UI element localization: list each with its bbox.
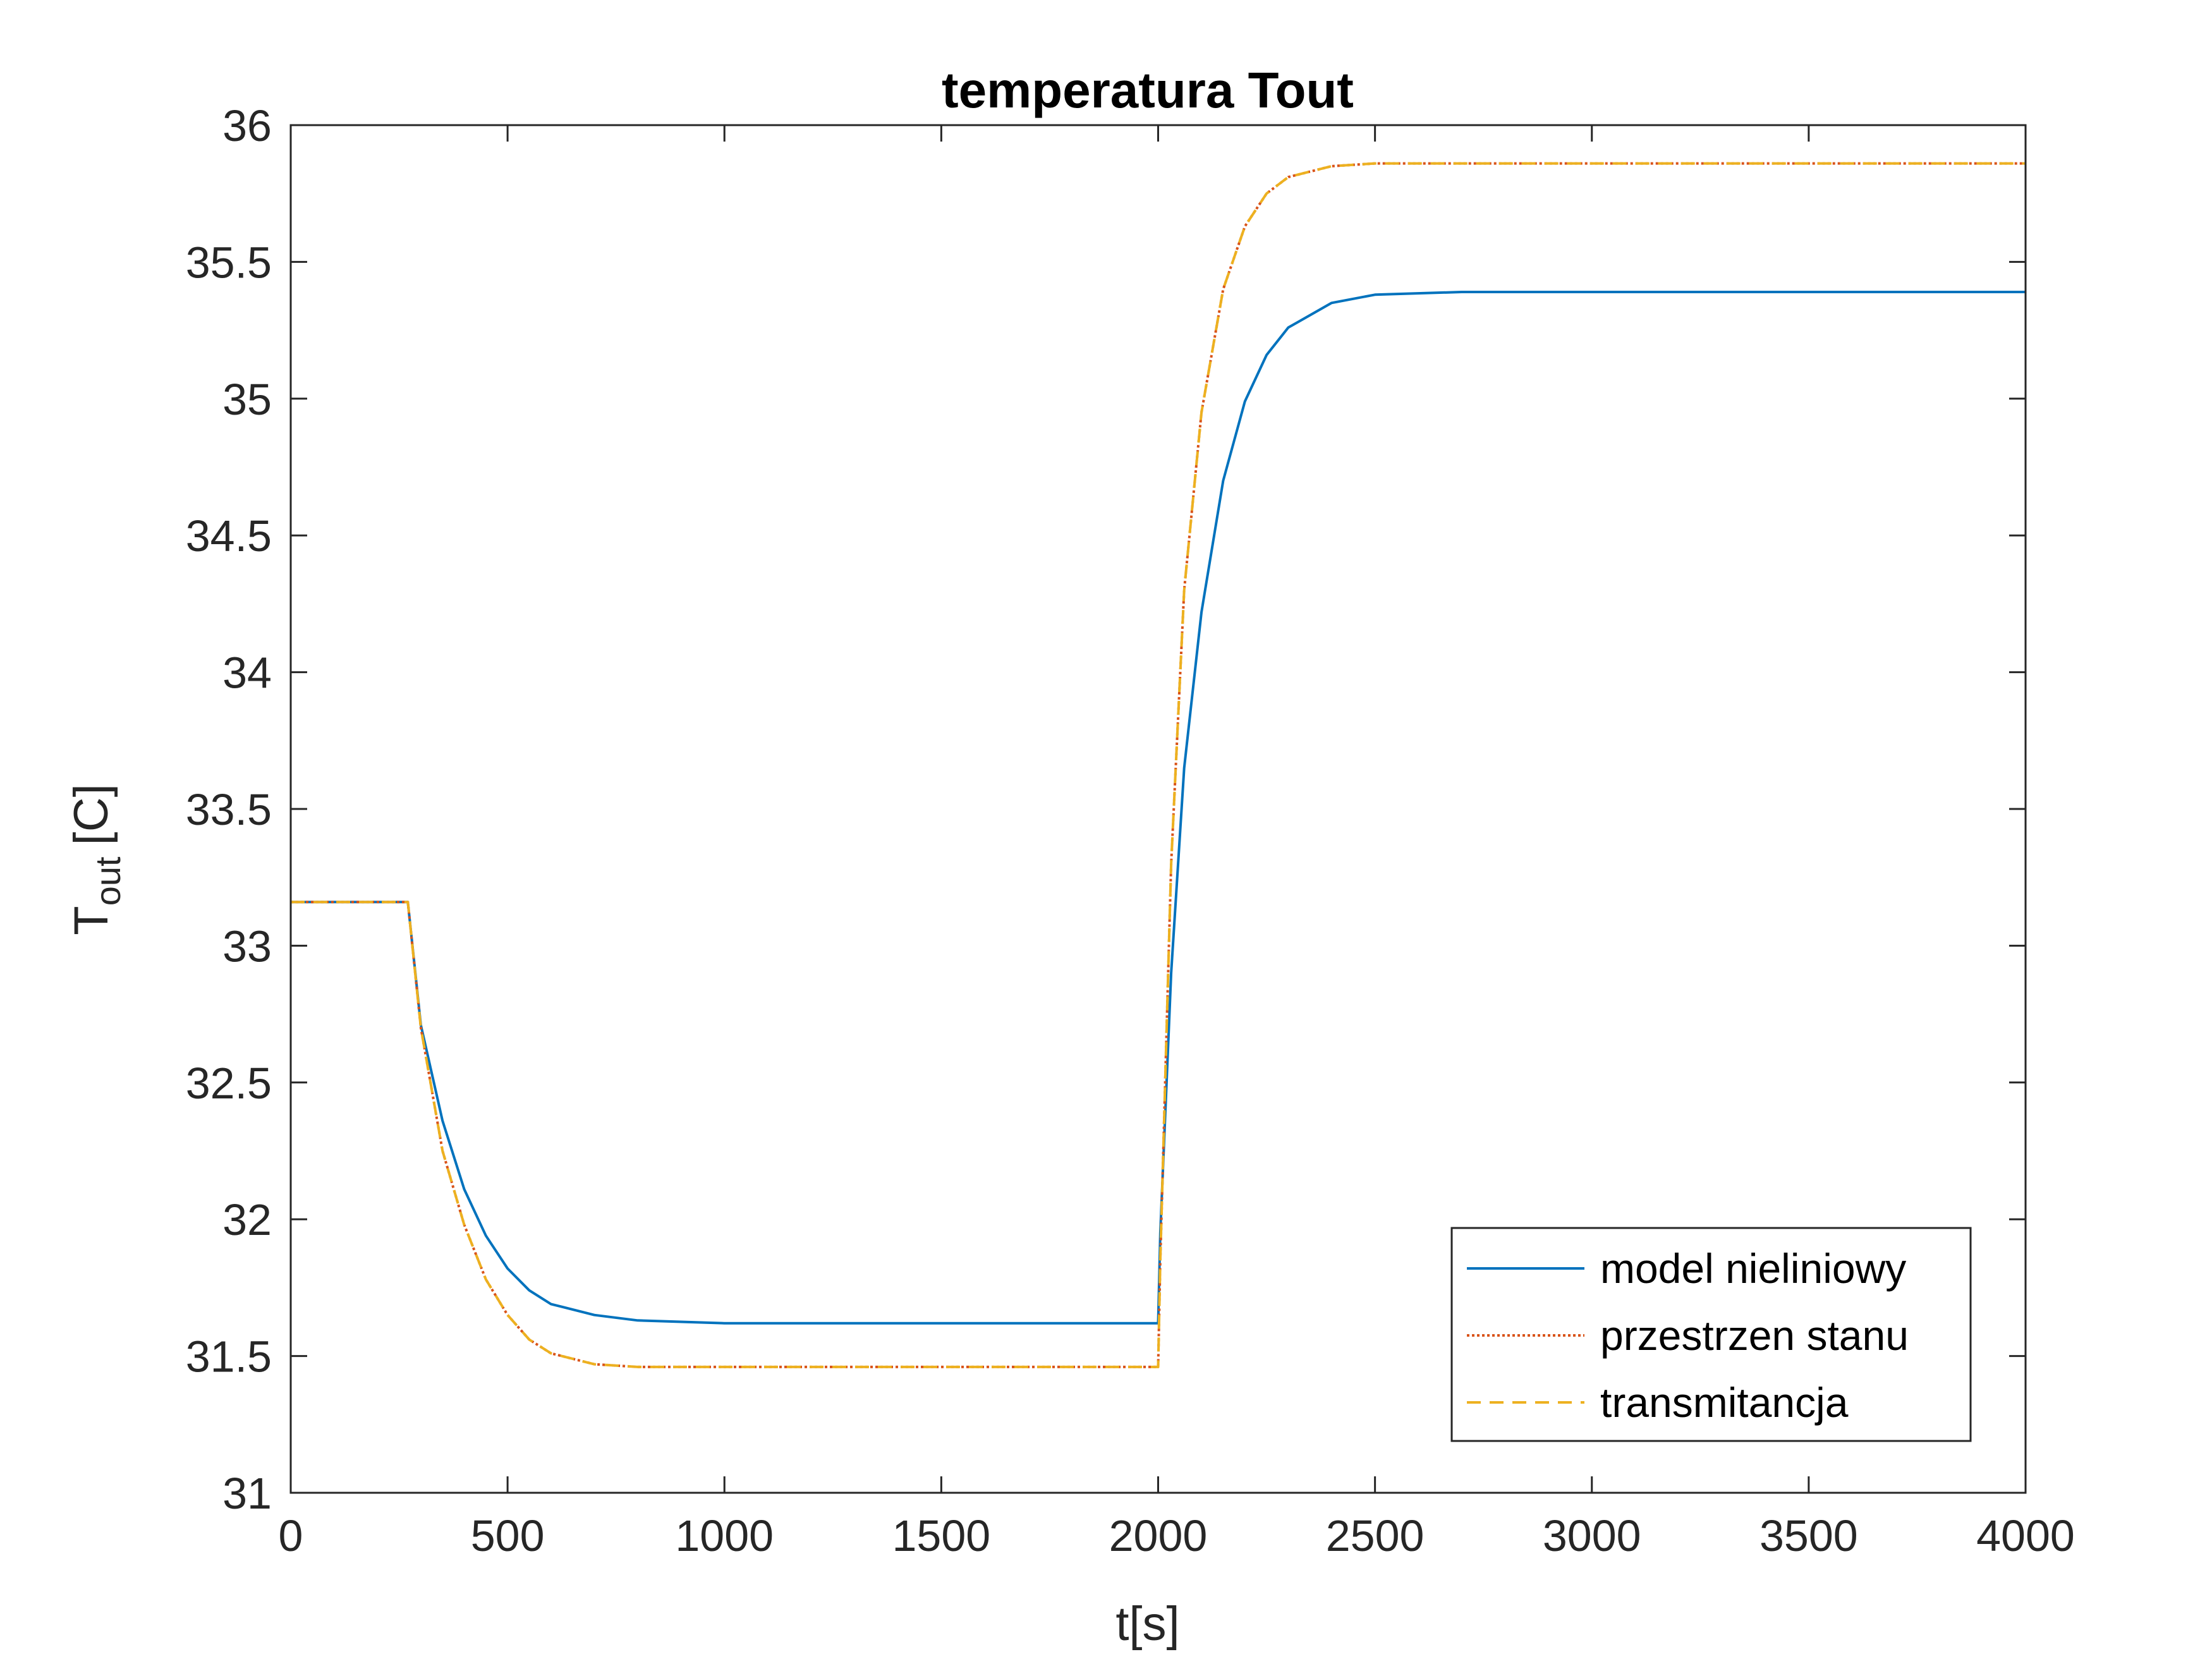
legend-label: model nieliniowy bbox=[1600, 1245, 1906, 1292]
axes-box bbox=[289, 124, 2027, 1494]
y-tick-label: 33 bbox=[222, 921, 272, 971]
chart-title: temperatura Tout bbox=[942, 62, 1354, 118]
y-tick-label: 34 bbox=[222, 648, 272, 698]
y-tick-label: 36 bbox=[222, 101, 272, 150]
legend-label: transmitancja bbox=[1600, 1379, 1849, 1426]
y-axis-label-unit: [C] bbox=[64, 784, 118, 845]
y-axis-label-subscript: out bbox=[88, 856, 128, 906]
y-tick-label: 33.5 bbox=[186, 785, 272, 834]
series-line-2 bbox=[291, 162, 2026, 1368]
x-tick-label: 4000 bbox=[1976, 1511, 2075, 1560]
x-tick-label: 2000 bbox=[1109, 1511, 1208, 1560]
y-tick-label: 35 bbox=[222, 375, 272, 424]
y-tick-label: 31.5 bbox=[186, 1332, 272, 1382]
y-tick-label: 31 bbox=[222, 1469, 272, 1518]
x-tick-label: 2500 bbox=[1326, 1511, 1425, 1560]
x-tick-label: 1000 bbox=[675, 1511, 774, 1560]
y-axis-label-main: T bbox=[64, 906, 118, 935]
y-tick-label: 34.5 bbox=[186, 511, 272, 561]
x-tick-label: 3000 bbox=[1543, 1511, 1641, 1560]
plot-area: 0 500 1000 1500 2000 2500 3000 3500 4000 31 31.5 32… bbox=[186, 101, 2075, 1560]
y-tick-label: 35.5 bbox=[186, 238, 272, 287]
y-tick-label: 32.5 bbox=[186, 1059, 272, 1108]
y-axis-label: Tout [C] bbox=[64, 784, 128, 935]
x-tick-label: 3500 bbox=[1759, 1511, 1858, 1560]
x-tick-label: 500 bbox=[471, 1511, 545, 1560]
x-tick-label: 1500 bbox=[892, 1511, 991, 1560]
x-axis-label: t[s] bbox=[1115, 1597, 1179, 1651]
legend-label: przestrzen stanu bbox=[1600, 1312, 1909, 1359]
x-tick-label: 0 bbox=[279, 1511, 303, 1560]
y-tick-label: 32 bbox=[222, 1195, 272, 1244]
